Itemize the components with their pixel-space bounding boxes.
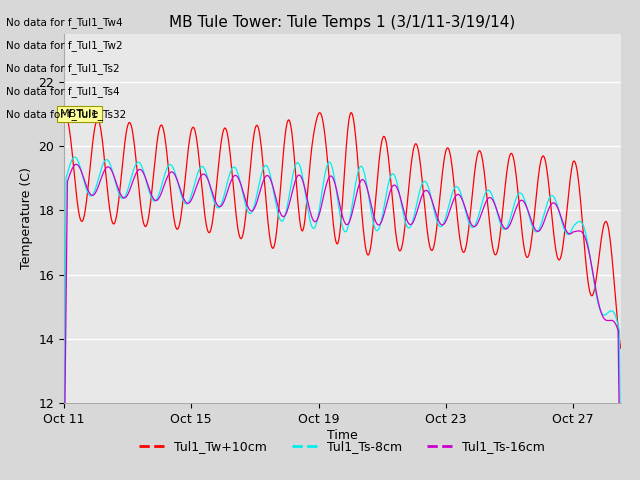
Text: No data for f_Tul1_Tw4: No data for f_Tul1_Tw4 <box>6 17 123 28</box>
Text: No data for f_Tul1_Ts2: No data for f_Tul1_Ts2 <box>6 63 120 74</box>
Legend: Tul1_Tw+10cm, Tul1_Ts-8cm, Tul1_Ts-16cm: Tul1_Tw+10cm, Tul1_Ts-8cm, Tul1_Ts-16cm <box>134 435 550 458</box>
Text: No data for f_Tul1_Tw2: No data for f_Tul1_Tw2 <box>6 40 123 51</box>
Y-axis label: Temperature (C): Temperature (C) <box>20 168 33 269</box>
Text: No data for f_Tul1_Ts4: No data for f_Tul1_Ts4 <box>6 86 120 97</box>
X-axis label: Time: Time <box>327 429 358 442</box>
Text: No data for f_Tul1_Ts32: No data for f_Tul1_Ts32 <box>6 109 127 120</box>
Title: MB Tule Tower: Tule Temps 1 (3/1/11-3/19/14): MB Tule Tower: Tule Temps 1 (3/1/11-3/19… <box>169 15 516 30</box>
Text: MBTule: MBTule <box>60 109 100 119</box>
